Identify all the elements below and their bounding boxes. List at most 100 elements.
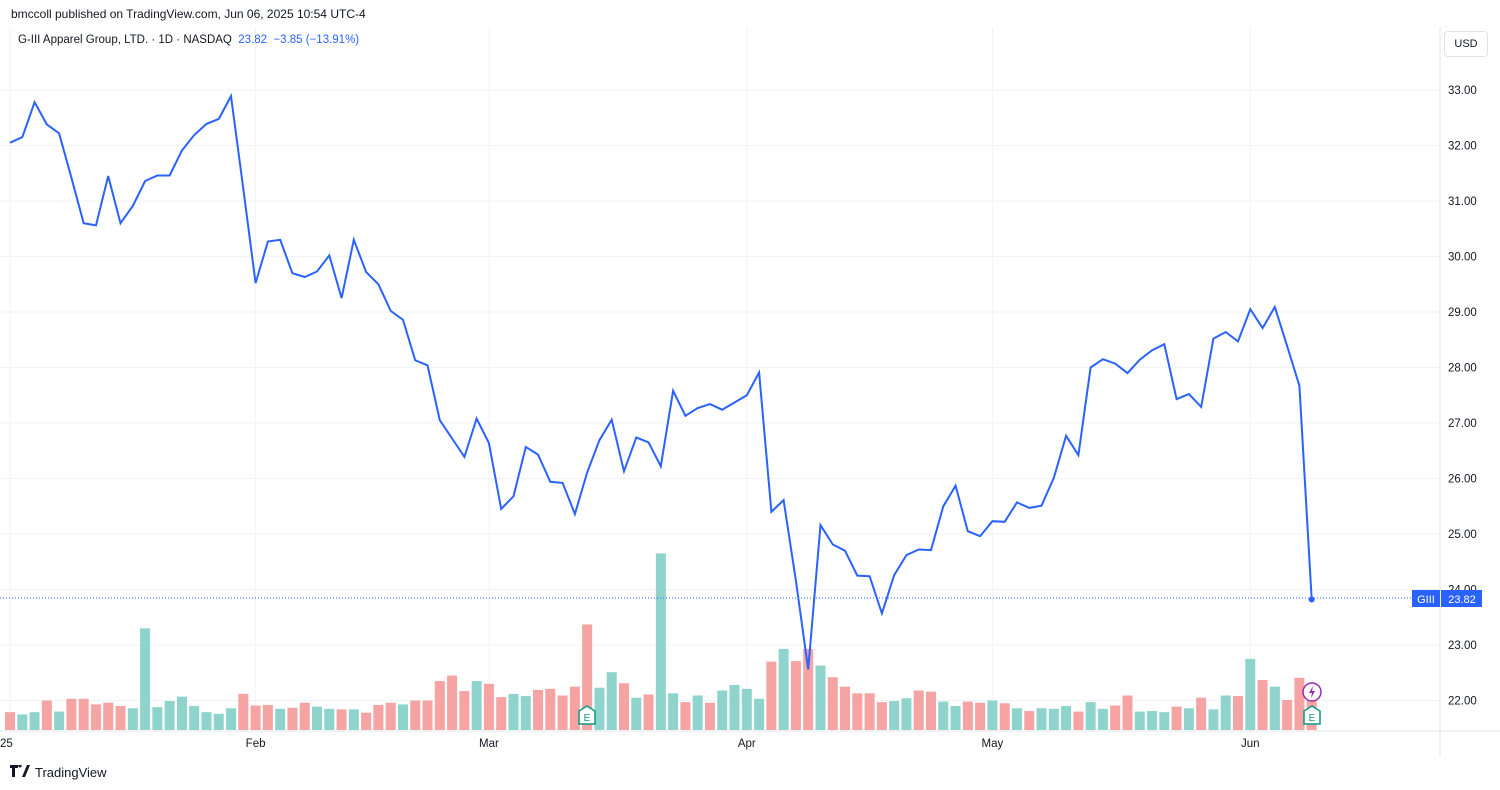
volume-bar [348, 709, 359, 730]
price-change: −3.85 (−13.91%) [273, 34, 360, 46]
grid-lines [0, 27, 1440, 731]
volume-bar [459, 691, 470, 730]
volume-bar [619, 683, 629, 730]
time-tick-label: Feb [246, 738, 266, 750]
earnings-icon [1303, 705, 1321, 725]
price-tick-label: 23.00 [1448, 640, 1477, 652]
chart-area[interactable]: 33.00 32.00 31.00 30.00 29.00 28.00 27.00 26.00… [0, 27, 1500, 757]
volume-bar [17, 714, 28, 730]
earnings-event-1[interactable]: E [578, 705, 596, 725]
volume-bar [41, 700, 52, 730]
volume-bar [680, 702, 691, 730]
volume-bar [78, 698, 89, 730]
volume-bar [876, 702, 887, 730]
volume-bar [1147, 711, 1158, 730]
volume-bar [606, 672, 617, 730]
volume-bar [373, 704, 384, 730]
volume-bar [1073, 711, 1084, 730]
volume-bar [655, 553, 666, 730]
volume-bar [115, 706, 126, 730]
volume-bar [852, 693, 863, 730]
price-tick-label: 22.00 [1448, 696, 1477, 708]
last-price-dot [1308, 596, 1315, 603]
price-tag-bg [1441, 590, 1482, 607]
volume-bar [1134, 711, 1145, 730]
volume-bar [1171, 706, 1182, 730]
price-line [9, 92, 1313, 670]
volume-bar [152, 707, 163, 730]
last-price: 23.82 [238, 34, 268, 46]
volume-bars [5, 553, 1317, 730]
volume-bar [950, 706, 961, 730]
volume-bar [631, 697, 642, 730]
volume-bar [741, 688, 752, 730]
volume-bar [533, 689, 544, 730]
ticker-tag-bg [1412, 590, 1440, 607]
volume-bar [1011, 708, 1022, 730]
volume-bar [668, 693, 679, 730]
volume-bar [827, 677, 838, 730]
price-tick-label: 27.00 [1448, 418, 1477, 430]
price-tick-label: 31.00 [1448, 196, 1477, 208]
volume-bar [324, 708, 335, 730]
currency-button[interactable]: USD [1444, 31, 1488, 57]
price-chart[interactable]: 33.00 32.00 31.00 30.00 29.00 28.00 27.00 26.00… [0, 27, 1500, 757]
price-tick-label: 30.00 [1448, 252, 1477, 264]
volume-bar [889, 701, 900, 730]
volume-bar [54, 711, 65, 730]
earnings-event-2[interactable]: E [1303, 705, 1321, 725]
time-tick-label: May [982, 738, 1004, 750]
volume-bar [262, 704, 273, 730]
volume-bar [1257, 679, 1268, 730]
attribution-text: bmccoll published on TradingView.com, Ju… [11, 7, 366, 21]
volume-bar [815, 665, 826, 730]
volume-bar [5, 712, 15, 730]
price-tag: 23.82 [1448, 594, 1476, 606]
volume-bar [483, 683, 494, 730]
price-axis: 33.00 32.00 31.00 30.00 29.00 28.00 27.00 26.00… [1448, 85, 1477, 708]
volume-bar [103, 702, 114, 730]
symbol-title: G-III Apparel Group, LTD. · 1D · NASDAQ [18, 34, 232, 46]
volume-bar [913, 690, 924, 730]
price-tick-label: 26.00 [1448, 474, 1477, 486]
price-tick-label: 28.00 [1448, 363, 1477, 375]
tradingview-logo[interactable]: TradingView [10, 764, 107, 780]
volume-bar [569, 686, 580, 730]
price-tick-label: 25.00 [1448, 529, 1477, 541]
volume-bar [766, 661, 777, 730]
volume-bar [1196, 697, 1207, 730]
volume-bar [287, 707, 298, 730]
last-price-label: GIII 23.82 [1412, 590, 1482, 607]
volume-bar [127, 708, 138, 730]
volume-bar [299, 702, 310, 730]
volume-bar [471, 681, 482, 730]
time-tick-label: Apr [738, 738, 756, 750]
volume-bar [901, 698, 912, 730]
volume-bar [1245, 658, 1256, 730]
volume-bar [201, 712, 212, 730]
time-tick-label: Jun [1241, 738, 1260, 750]
volume-bar [140, 628, 151, 730]
volume-bar [1183, 708, 1194, 730]
volume-bar [1122, 695, 1133, 730]
volume-bar [410, 700, 421, 730]
volume-bar [508, 693, 519, 730]
volume-bar [250, 705, 261, 730]
volume-bar [336, 709, 347, 730]
volume-bar [557, 695, 568, 730]
volume-bar [729, 684, 740, 730]
volume-bar [717, 690, 728, 730]
volume-bar [704, 702, 715, 730]
volume-bar [1282, 699, 1293, 730]
volume-bar [189, 706, 200, 730]
volume-bar [962, 701, 973, 730]
volume-bar [1220, 695, 1231, 730]
volume-bar [975, 702, 986, 730]
time-axis: 2025 Feb Mar Apr May Jun [0, 738, 1260, 750]
flash-event[interactable] [1302, 682, 1322, 702]
volume-bar [312, 706, 322, 730]
symbol-legend[interactable]: G-III Apparel Group, LTD. · 1D · NASDAQ … [18, 34, 359, 46]
price-tick-label: 29.00 [1448, 307, 1477, 319]
volume-bar [1110, 705, 1121, 730]
volume-bar [545, 688, 556, 730]
